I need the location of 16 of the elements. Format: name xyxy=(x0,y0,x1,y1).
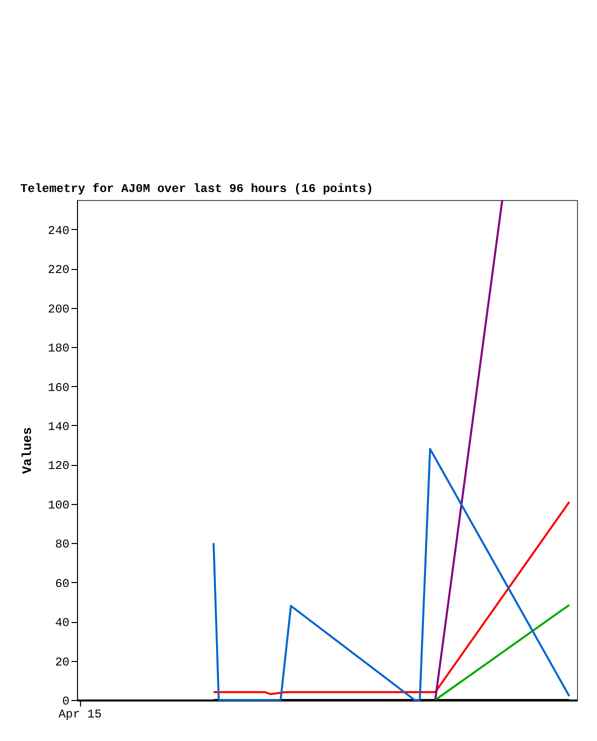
x-tick-label: Apr 15 xyxy=(58,708,102,722)
y-tick-label: 200 xyxy=(48,302,70,316)
y-tick-label: 160 xyxy=(48,380,70,395)
y-tick-label: 120 xyxy=(48,459,70,474)
y-axis-title: Values xyxy=(20,426,35,474)
y-tick-label: 240 xyxy=(48,224,70,238)
y-tick-label: 0 xyxy=(62,694,70,708)
chart-title: Telemetry for AJ0M over last 96 hours (16 points) xyxy=(20,182,374,196)
y-tick-label: 80 xyxy=(55,538,70,552)
y-tick-label: 100 xyxy=(48,498,70,512)
y-tick-label: 60 xyxy=(55,576,70,591)
y-tick-label: 180 xyxy=(48,342,70,356)
y-tick-label: 140 xyxy=(48,420,70,434)
y-tick-label: 20 xyxy=(55,655,70,670)
y-tick-label: 40 xyxy=(55,616,70,630)
y-tick-label: 220 xyxy=(48,263,70,278)
